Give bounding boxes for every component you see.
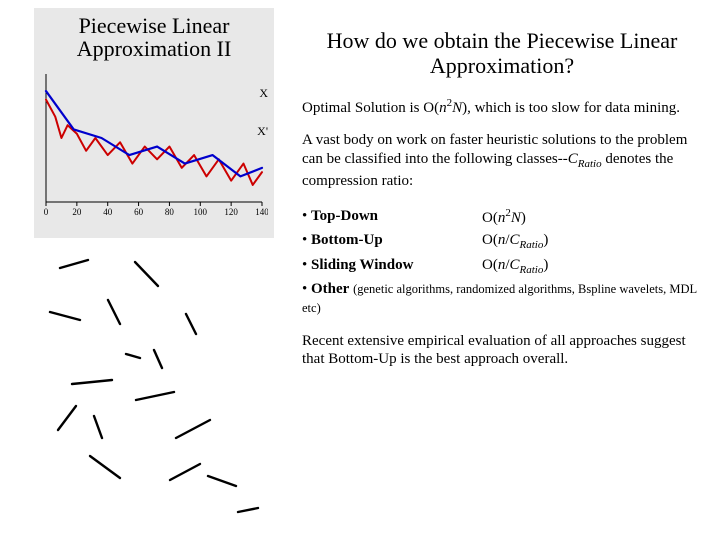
svg-text:80: 80 — [165, 207, 175, 217]
left-panel: Piecewise Linear Approximation II 0 20 40 6… — [34, 8, 274, 238]
p2cr: C — [568, 151, 578, 167]
methods-list: • Top-DownO(n2N)• Bottom-UpO(n/CRatio)• … — [302, 205, 702, 279]
method-complexity: O(n/CRatio) — [482, 254, 548, 279]
method-row: • Bottom-UpO(n/CRatio) — [302, 229, 702, 254]
svg-text:140: 140 — [255, 207, 268, 217]
other-label: Other — [311, 281, 349, 297]
segments-svg — [40, 250, 270, 530]
slide-root: Piecewise Linear Approximation II 0 20 40 6… — [0, 0, 720, 540]
p1b: ), which is too slow for data mining. — [462, 100, 680, 116]
svg-text:100: 100 — [194, 207, 208, 217]
method-name: • Top-Down — [302, 205, 482, 230]
p1a: Optimal Solution is O( — [302, 100, 439, 116]
p2crsub: Ratio — [578, 158, 602, 170]
para-classes: A vast body on work on faster heuristic … — [302, 131, 702, 190]
method-row: • Sliding WindowO(n/CRatio) — [302, 254, 702, 279]
bullet: • — [302, 281, 311, 297]
left-title: Piecewise Linear Approximation II — [34, 14, 274, 60]
svg-text:40: 40 — [103, 207, 113, 217]
svg-text:120: 120 — [224, 207, 238, 217]
heading-line1: How do we obtain the Piecewise Linear — [327, 28, 678, 53]
left-title-line2: Approximation II — [77, 36, 232, 61]
main-heading: How do we obtain the Piecewise Linear Ap… — [302, 28, 702, 79]
p1N: N — [452, 100, 462, 116]
method-name: • Bottom-Up — [302, 229, 482, 254]
right-column: How do we obtain the Piecewise Linear Ap… — [302, 28, 702, 383]
method-complexity: O(n2N) — [482, 205, 526, 230]
chart-area: 0 20 40 60 80 100 120 140 — [40, 70, 268, 220]
method-complexity: O(n/CRatio) — [482, 229, 548, 254]
svg-text:60: 60 — [134, 207, 144, 217]
method-row: • Top-DownO(n2N) — [302, 205, 702, 230]
svg-text:0: 0 — [44, 207, 49, 217]
other-note: (genetic algorithms, randomized algorith… — [302, 282, 697, 315]
heading-line2: Approximation? — [430, 53, 574, 78]
p1n: n — [439, 100, 447, 116]
method-name: • Sliding Window — [302, 254, 482, 279]
svg-text:20: 20 — [72, 207, 82, 217]
para-other: • Other (genetic algorithms, randomized … — [302, 280, 702, 318]
legend-xp: X' — [257, 124, 268, 139]
segments-area — [40, 250, 270, 530]
chart-svg: 0 20 40 60 80 100 120 140 — [40, 70, 268, 220]
left-title-line1: Piecewise Linear — [79, 13, 230, 38]
para-optimal: Optimal Solution is O(n2N), which is too… — [302, 97, 702, 118]
para-conclusion: Recent extensive empirical evaluation of… — [302, 332, 702, 370]
legend-x: X — [259, 86, 268, 101]
